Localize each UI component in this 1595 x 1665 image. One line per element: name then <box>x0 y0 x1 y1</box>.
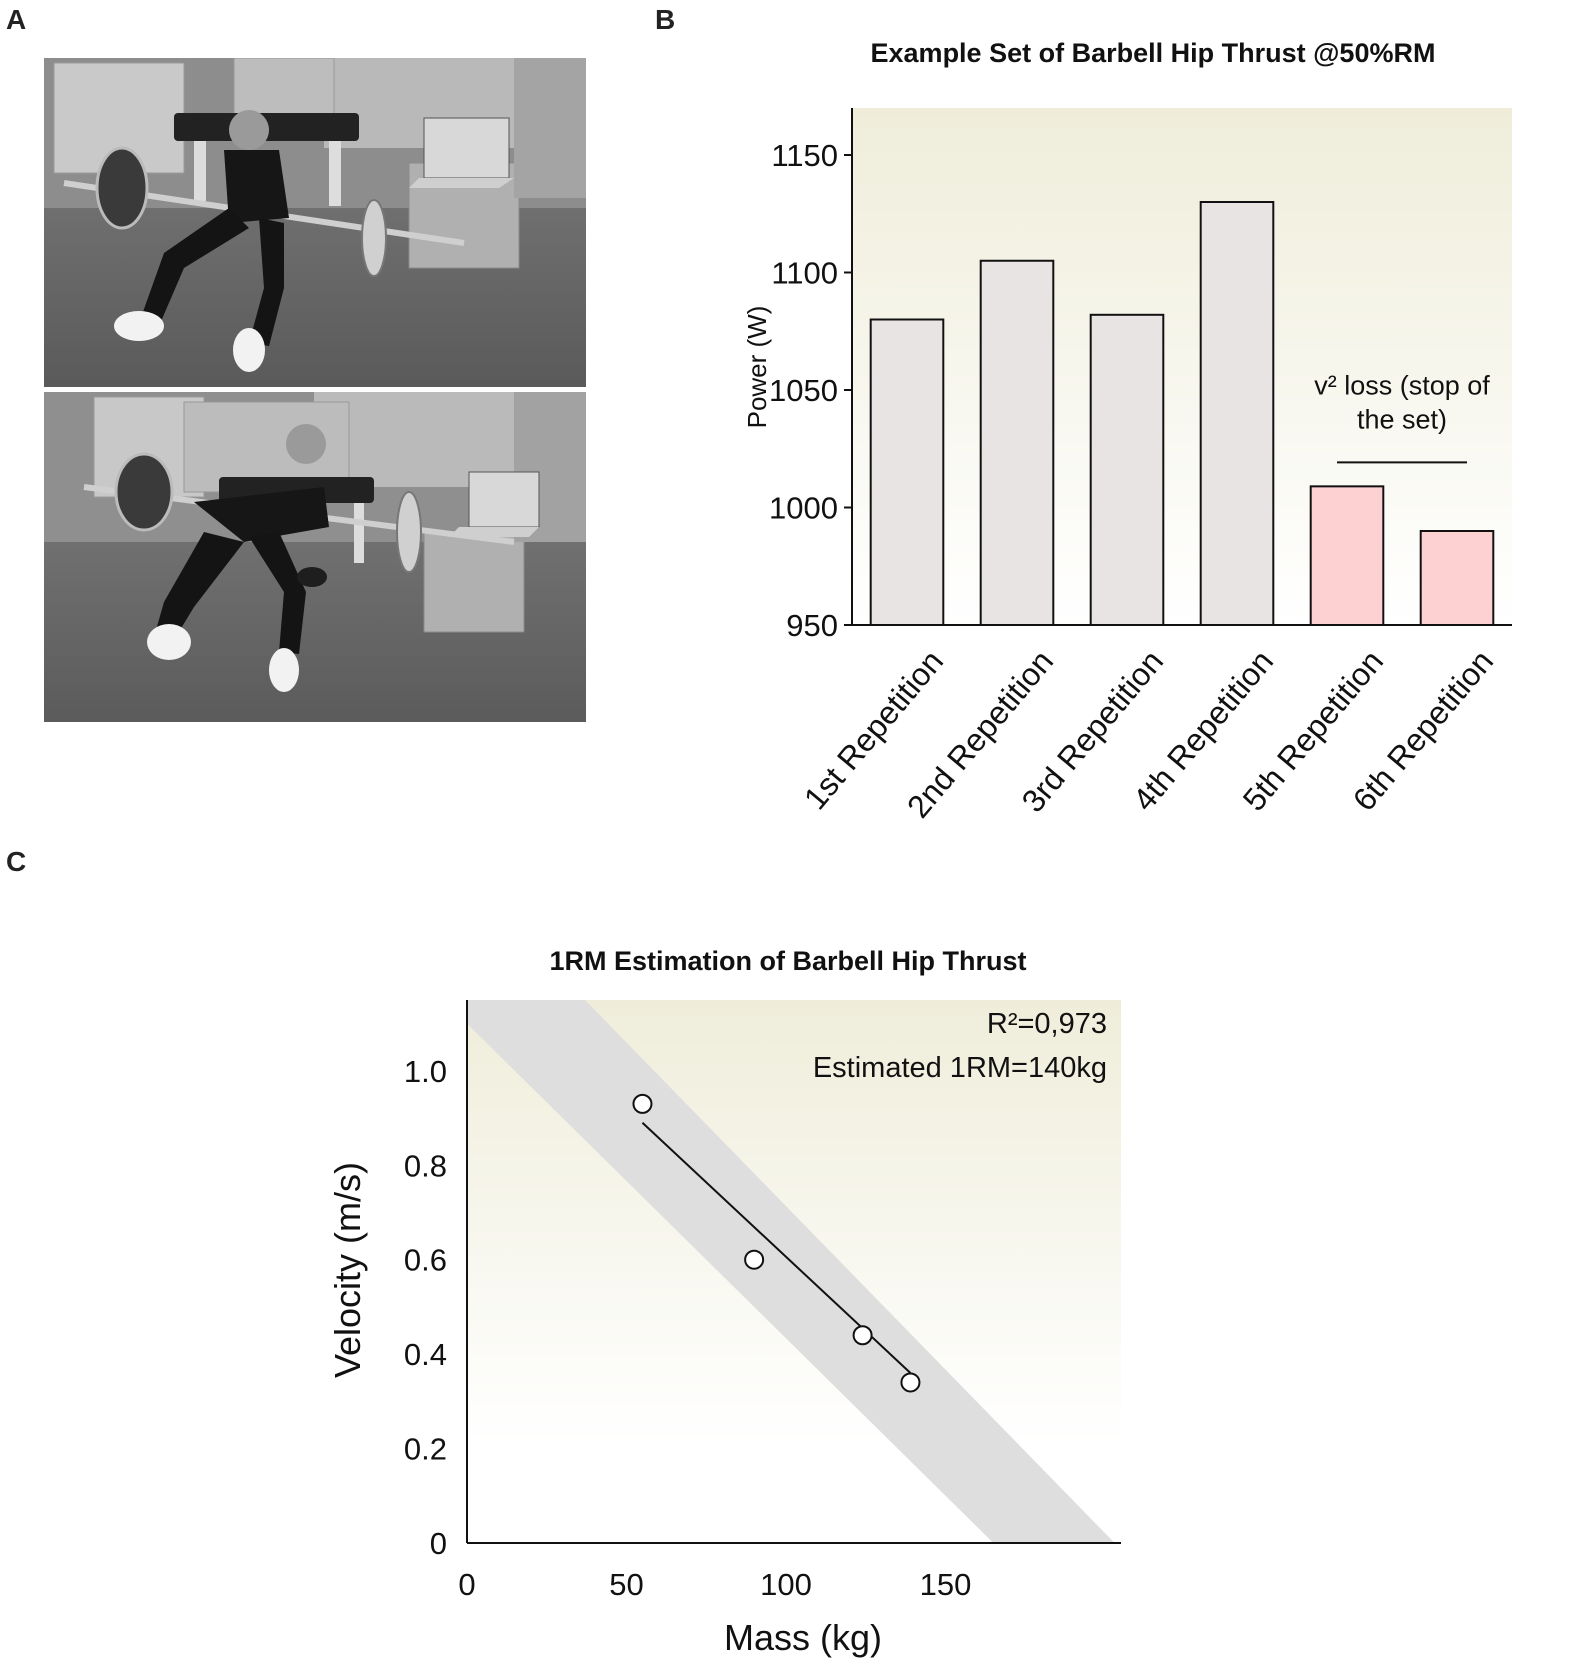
scatter-y-ticks: 0 0.2 0.4 0.6 0.8 1.0 <box>404 1054 447 1561</box>
power-bar <box>1309 485 1385 626</box>
scatter-x-tick-label: 150 <box>920 1567 972 1602</box>
scatter-point <box>900 1372 921 1393</box>
power-bar <box>869 318 945 626</box>
scatter-x-tick-label: 50 <box>609 1567 643 1602</box>
scatter-y-axis-label: Velocity (m/s) <box>327 1162 368 1378</box>
power-bar <box>979 259 1055 626</box>
scatter-chart-title: 1RM Estimation of Barbell Hip Thrust <box>549 946 1026 976</box>
r-squared-annotation: R²=0,973 <box>987 1008 1107 1040</box>
scatter-x-tick-label: 100 <box>760 1567 812 1602</box>
scatter-y-tick-label: 0.4 <box>404 1337 447 1372</box>
bar-y-tick-label: 1050 <box>769 373 838 408</box>
panel-letter-a: A <box>6 4 27 35</box>
estimated-1rm-annotation: Estimated 1RM=140kg <box>813 1052 1107 1084</box>
panel-letter-b: B <box>655 4 676 35</box>
velocity-loss-label: v² loss (stop of <box>1314 370 1490 400</box>
bar-chart-title: Example Set of Barbell Hip Thrust @50%RM <box>871 38 1436 68</box>
scatter-points <box>632 1093 921 1393</box>
scatter-x-axis-label: Mass (kg) <box>724 1617 882 1658</box>
power-bar <box>1089 313 1165 626</box>
power-bar-chart: Example Set of Barbell Hip Thrust @50%RM… <box>742 38 1512 825</box>
bar-y-tick-label: 1100 <box>771 256 838 291</box>
scatter-y-tick-label: 0 <box>430 1526 447 1561</box>
velocity-scatter-chart: 1RM Estimation of Barbell Hip Thrust 0 0.… <box>327 946 1121 1658</box>
bar-y-tick-label: 1000 <box>769 491 838 526</box>
scatter-point <box>852 1325 873 1346</box>
power-bar <box>1199 201 1275 626</box>
photo-hip-thrust-top <box>44 392 586 722</box>
confidence-band <box>467 1000 1115 1543</box>
bar-plot-area <box>852 108 1512 625</box>
scatter-point <box>632 1093 653 1114</box>
scatter-y-tick-label: 0.2 <box>404 1432 447 1467</box>
power-bar <box>1419 530 1495 626</box>
bar-y-axis-label: Power (W) <box>742 306 772 429</box>
scatter-y-tick-label: 0.6 <box>404 1243 447 1278</box>
photo-hip-thrust-start <box>44 58 586 387</box>
velocity-loss-annotation: v² loss (stop of the set) <box>1314 370 1490 464</box>
scatter-x-ticks: 0 50 100 150 <box>458 1567 971 1602</box>
scatter-x-tick-label: 0 <box>458 1567 475 1602</box>
velocity-loss-label: the set) <box>1357 404 1447 434</box>
scatter-y-tick-label: 1.0 <box>404 1054 447 1089</box>
bar-y-tick-label: 1150 <box>771 138 838 173</box>
panel-letter-c: C <box>6 846 27 877</box>
scatter-point <box>744 1249 765 1270</box>
bar-y-ticks: 950 1000 1050 1100 1150 <box>769 138 852 643</box>
bar-y-tick-label: 950 <box>786 608 838 643</box>
scatter-y-tick-label: 0.8 <box>404 1148 447 1183</box>
